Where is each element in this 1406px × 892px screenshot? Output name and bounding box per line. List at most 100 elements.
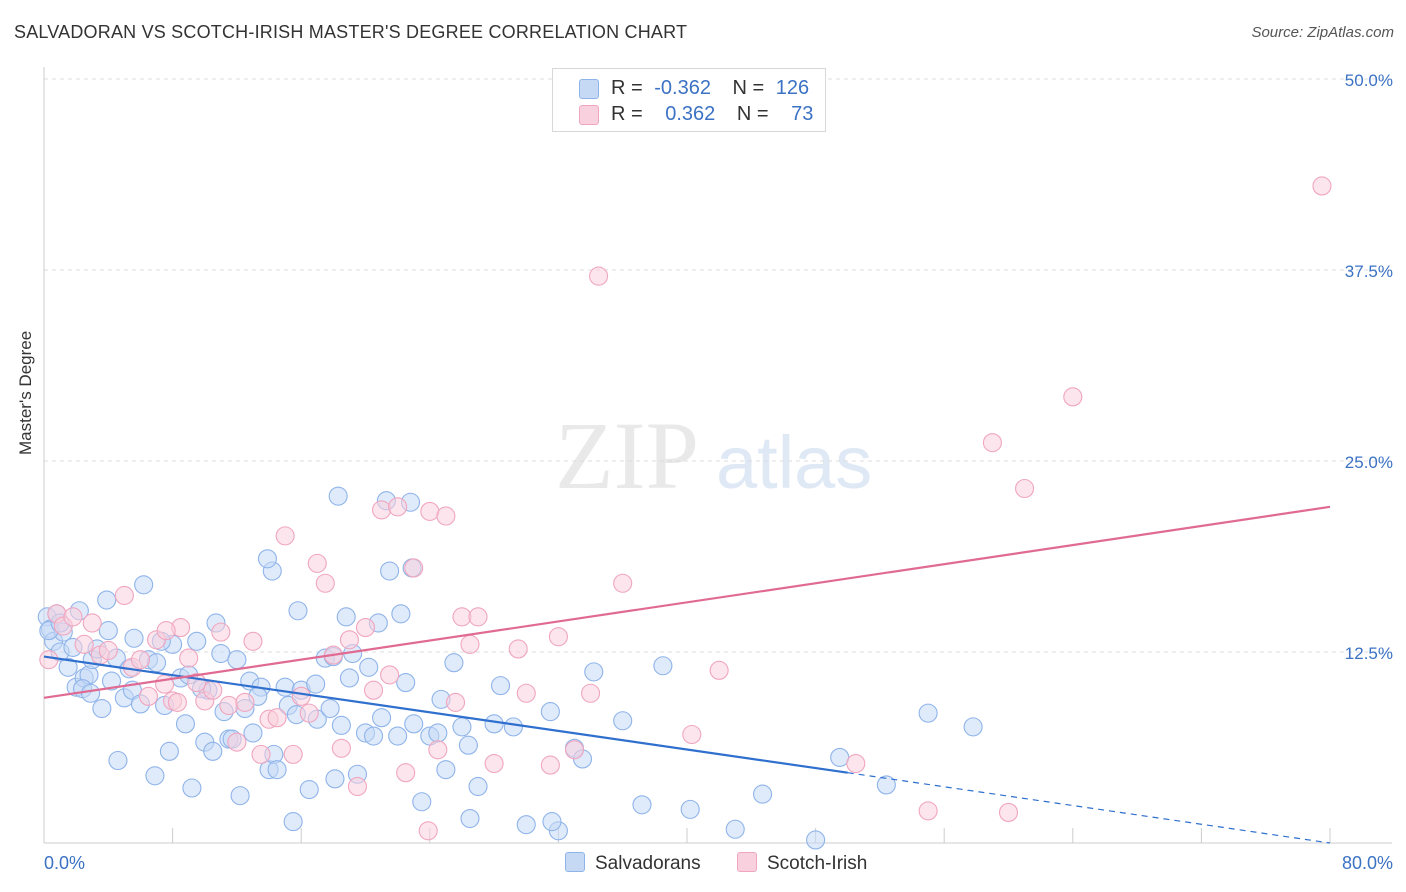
data-point [564,740,585,760]
data-point [709,660,729,680]
data-point [380,665,400,685]
data-point [998,802,1019,822]
data-point [388,497,408,517]
gridlines [44,78,1392,653]
n-label: N = [732,77,765,99]
data-point [388,726,408,746]
data-point [542,812,562,832]
data-point [444,653,464,673]
data-points [37,176,1332,850]
data-point [806,830,826,850]
data-point [404,558,424,578]
data-point [428,740,448,760]
scotch-irish-legend-swatch [737,852,757,872]
data-point [235,692,255,712]
data-point [320,698,340,719]
data-point [347,776,368,797]
data-point [436,760,456,780]
data-point [540,755,560,775]
data-point [846,753,866,774]
data-point [452,717,472,737]
data-point [548,627,568,647]
bottom-legend-scotch-irish: Scotch-Irish [737,852,867,875]
trend-line [43,655,848,774]
data-point [267,760,287,780]
data-point [613,573,633,593]
data-point [632,795,652,815]
data-point [460,809,480,829]
trend-lines [43,505,1331,844]
data-point [404,714,424,734]
data-point [418,821,438,841]
salvadorans-legend-swatch [565,852,585,872]
data-point [288,601,308,621]
data-point [275,526,295,546]
data-point [458,735,478,755]
data-point [299,703,319,723]
data-point [355,618,376,638]
data-point [167,692,187,712]
data-point [589,266,609,286]
data-point [130,650,150,670]
data-point [876,775,896,795]
data-point [98,640,118,661]
data-point [307,553,327,573]
data-point [227,732,247,752]
data-point [363,726,384,746]
data-point [134,575,154,595]
data-point [114,585,134,606]
data-point [146,653,167,673]
data-point [230,786,250,806]
data-point [1312,176,1332,196]
data-point [468,607,488,627]
data-point [159,741,179,761]
source-label: Source: ZipAtlas.com [1251,24,1394,41]
data-point [58,657,78,677]
data-point [339,630,359,650]
data-point [283,744,303,764]
data-point [74,634,94,654]
data-point [331,738,351,758]
data-point [267,708,287,728]
x-tick-label-min: 0.0% [44,853,85,873]
r-label: R = [611,77,643,99]
data-point [359,657,379,677]
data-point [156,621,176,641]
data-point [81,683,101,703]
data-point [243,631,263,651]
data-point [124,628,144,648]
data-point [203,680,223,700]
data-point [680,799,700,819]
data-point [97,590,117,610]
data-point [98,621,118,641]
data-point [372,708,392,728]
data-point [412,792,432,812]
watermark-zip: ZIP [555,402,699,509]
data-point [63,607,83,627]
data-point [613,711,633,731]
scotch-irish-swatch [579,105,599,125]
data-point [452,607,472,627]
data-point [918,801,938,821]
n-label: N = [736,103,769,125]
correlation-legend: R = -0.362 N = 126 R = 0.362 N = 73 [552,68,826,132]
y-tick-label: 25.0% [1345,453,1393,472]
data-point [339,668,359,688]
data-point [540,702,560,722]
data-point [508,639,528,659]
data-point [490,676,511,696]
data-point [315,573,335,593]
data-point [187,631,207,651]
tick-labels: 12.5% 25.0% 37.5% 50.0% 0.0% 80.0% [44,71,1393,873]
data-point [363,680,384,700]
data-point [203,741,223,761]
series-salvadorans [37,486,983,850]
data-point [503,717,523,737]
data-point [182,778,202,798]
data-point [211,643,231,664]
data-point [460,634,480,654]
data-point [251,744,271,764]
data-point [145,766,165,786]
data-point [219,695,239,716]
